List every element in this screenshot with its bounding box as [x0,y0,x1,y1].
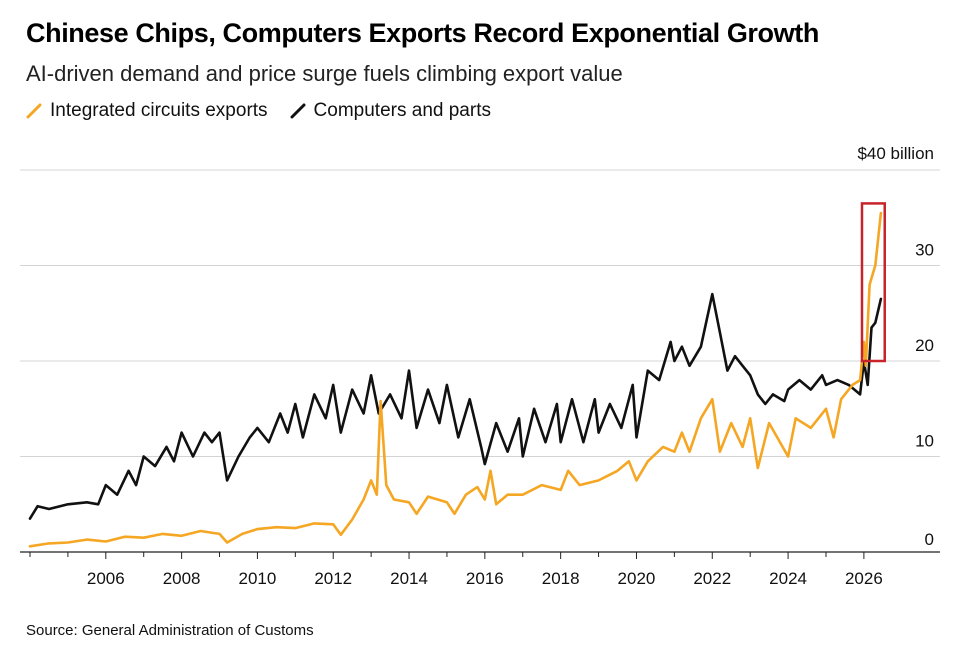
highlight-box [860,202,886,363]
x-tick-label: 2024 [769,569,807,588]
legend-label: Integrated circuits exports [50,100,268,121]
x-tick-label: 2014 [390,569,428,588]
x-tick-label: 2022 [693,569,731,588]
y-axis: 0 10 20 30 $40 billion [857,144,934,549]
legend-item-computers: Computers and parts [290,100,491,122]
x-tick-label: 2010 [239,569,277,588]
y-tick-label: $40 billion [857,144,934,163]
legend-swatch-black-icon [290,103,306,119]
legend: Integrated circuits exports Computers an… [26,100,513,122]
series-group [28,211,883,548]
legend-swatch-orange-icon [26,103,42,119]
y-tick-label: 0 [925,530,934,549]
x-axis: 2006 2008 2010 2012 2014 2016 2018 2020 2022 2024… [29,552,883,588]
chart-title: Chinese Chips, Computers Exports Record … [26,18,819,48]
x-tick-label: 2026 [845,569,883,588]
source-note: Source: General Administration of Custom… [26,622,314,639]
series-line-computers [28,292,883,520]
grid-lines [20,169,940,553]
x-tick-label: 2012 [314,569,352,588]
y-tick-label: 20 [915,336,934,355]
legend-item-integrated-circuits: Integrated circuits exports [26,100,268,122]
x-tick-label: 2018 [542,569,580,588]
legend-label: Computers and parts [313,100,491,121]
y-tick-label: 10 [915,432,934,451]
y-tick-label: 30 [915,241,934,260]
x-tick-label: 2006 [87,569,125,588]
chart-subtitle: AI-driven demand and price surge fuels c… [26,61,623,86]
x-tick-label: 2020 [618,569,656,588]
x-tick-label: 2016 [466,569,504,588]
series-line-integrated-circuits [28,211,883,548]
x-tick-label: 2008 [163,569,201,588]
